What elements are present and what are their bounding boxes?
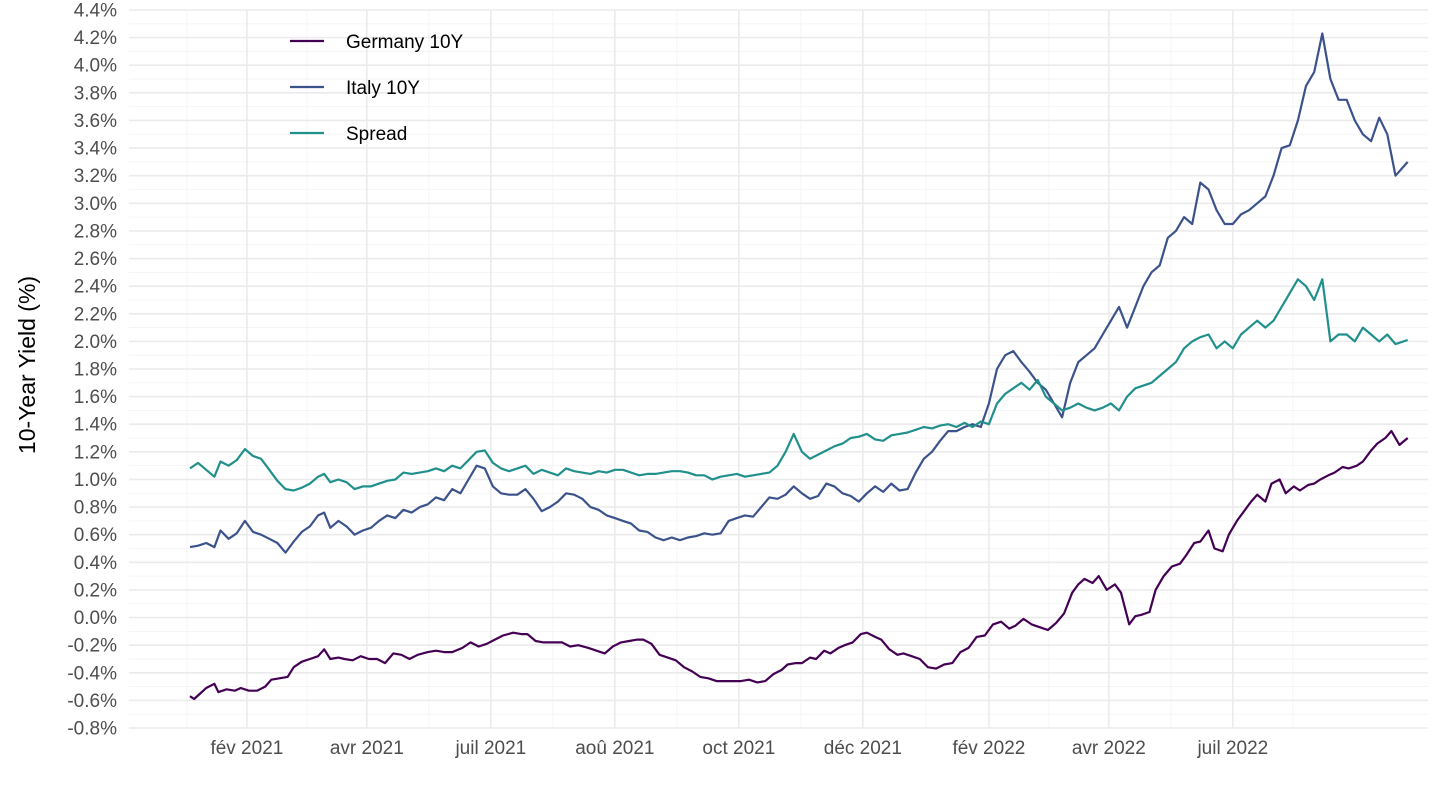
legend-label: Italy 10Y xyxy=(346,78,420,99)
legend-item: Spread xyxy=(290,124,407,145)
x-axis-tick-labels: fév 2021 avr 2021 juil 2021 aoû 2021 oct 202… xyxy=(210,738,1268,759)
y-tick-label: 2.4% xyxy=(74,277,117,298)
y-tick-label: 0.4% xyxy=(74,553,117,574)
y-tick-label: 3.8% xyxy=(74,83,117,104)
legend-item: Germany 10Y xyxy=(290,32,464,53)
y-tick-label: 3.4% xyxy=(74,139,117,160)
x-tick-label: déc 2021 xyxy=(824,738,902,759)
series-line-italy-10y xyxy=(189,32,1409,554)
y-tick-label: -0.4% xyxy=(67,663,117,684)
series-line-spread xyxy=(189,278,1409,492)
y-tick-label: 2.8% xyxy=(74,221,117,242)
y-tick-label: -0.2% xyxy=(67,636,117,657)
y-tick-label: 0.6% xyxy=(74,525,117,546)
y-tick-label: 2.6% xyxy=(74,249,117,270)
y-tick-label: 3.0% xyxy=(74,194,117,215)
x-tick-label: juil 2022 xyxy=(1196,738,1268,759)
y-tick-label: 2.2% xyxy=(74,304,117,325)
series-line-germany-10y xyxy=(189,430,1409,701)
y-tick-label: 2.0% xyxy=(74,332,117,353)
x-tick-label: juil 2021 xyxy=(454,738,526,759)
legend-item: Italy 10Y xyxy=(290,78,420,99)
x-tick-label: oct 2021 xyxy=(702,738,775,759)
x-tick-label: fév 2022 xyxy=(952,738,1025,759)
y-axis-title: 10-Year Yield (%) xyxy=(14,276,40,454)
grid-major xyxy=(129,9,1428,729)
legend-label: Spread xyxy=(346,124,407,145)
y-tick-label: 0.2% xyxy=(74,580,117,601)
grid-minor xyxy=(129,10,1428,728)
y-tick-label: 4.2% xyxy=(74,28,117,49)
x-tick-label: avr 2022 xyxy=(1072,738,1146,759)
legend: Germany 10Y Italy 10Y Spread xyxy=(290,32,464,145)
y-tick-label: 1.0% xyxy=(74,470,117,491)
y-tick-label: 4.0% xyxy=(74,56,117,77)
y-tick-label: 1.2% xyxy=(74,442,117,463)
y-tick-label: 3.2% xyxy=(74,166,117,187)
y-axis-tick-labels: -0.8% -0.6% -0.4% -0.2% 0.0% 0.2% 0.4% 0.6% 0.8%… xyxy=(67,1,117,740)
y-tick-label: 1.4% xyxy=(74,415,117,436)
y-tick-label: -0.6% xyxy=(67,691,117,712)
y-tick-label: 0.8% xyxy=(74,498,117,519)
y-tick-label: 1.6% xyxy=(74,387,117,408)
y-tick-label: -0.8% xyxy=(67,719,117,740)
x-tick-label: avr 2021 xyxy=(330,738,404,759)
x-tick-label: fév 2021 xyxy=(210,738,283,759)
legend-label: Germany 10Y xyxy=(346,32,464,53)
y-tick-label: 4.4% xyxy=(74,1,117,22)
y-tick-label: 0.0% xyxy=(74,608,117,629)
series-lines xyxy=(189,32,1409,701)
y-tick-label: 3.6% xyxy=(74,111,117,132)
x-tick-label: aoû 2021 xyxy=(575,738,654,759)
y-tick-label: 1.8% xyxy=(74,360,117,381)
